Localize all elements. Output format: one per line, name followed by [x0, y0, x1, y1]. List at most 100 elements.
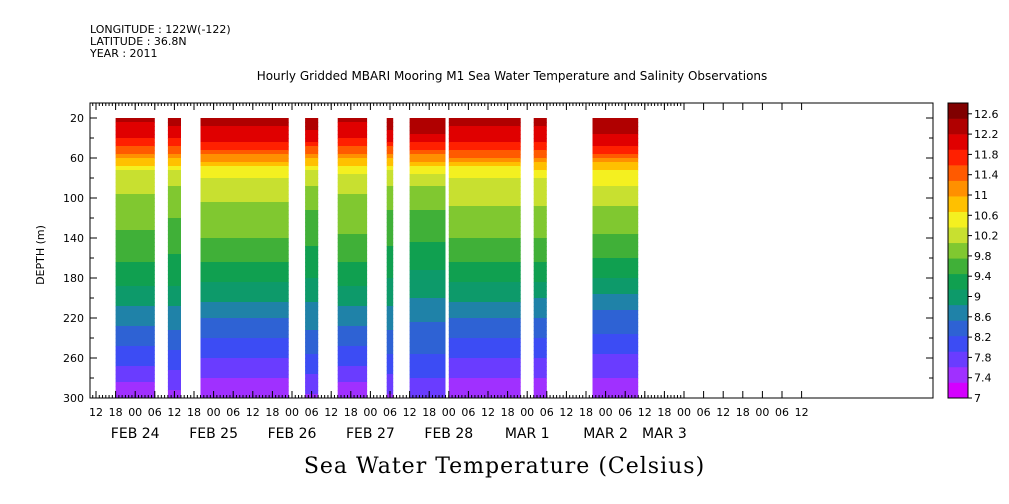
- x-tick-label: 06: [697, 406, 711, 419]
- colorbar-label: 11: [974, 189, 988, 202]
- colorbar-label: 7.4: [974, 372, 992, 385]
- colorbar-swatch: [948, 258, 968, 275]
- colorbar-swatch: [948, 304, 968, 321]
- data-segment: [409, 118, 446, 398]
- colorbar-label: 9.8: [974, 250, 992, 263]
- x-day-label: FEB 25: [189, 426, 238, 442]
- x-day-label: MAR 3: [642, 426, 687, 442]
- colorbar-label: 8.6: [974, 311, 992, 324]
- data-segment: [448, 118, 521, 398]
- colorbar-label: 8.2: [974, 331, 992, 344]
- x-tick-label: 00: [755, 406, 769, 419]
- colorbar-swatch: [948, 165, 968, 181]
- colorbar-label: 7.8: [974, 351, 992, 364]
- y-tick-label: 220: [63, 312, 84, 325]
- x-tick-label: 18: [422, 406, 436, 419]
- x-tick-label: 12: [559, 406, 573, 419]
- colorbar-label: 10.2: [974, 230, 999, 243]
- x-tick-label: 00: [363, 406, 377, 419]
- colorbar-label: 7: [974, 392, 981, 405]
- colorbar-label: 10.6: [974, 209, 999, 222]
- data-segment: [200, 118, 289, 398]
- colorbar-frame: [947, 102, 969, 399]
- x-tick-label: 18: [657, 406, 671, 419]
- data-segment: [533, 118, 547, 398]
- x-tick-label: 12: [795, 406, 809, 419]
- x-tick-label: 06: [461, 406, 475, 419]
- x-tick-label: 12: [324, 406, 338, 419]
- colorbar-swatch: [948, 211, 968, 228]
- colorbar-label: 11.4: [974, 169, 999, 182]
- x-tick-label: 00: [677, 406, 691, 419]
- colorbar-swatch: [948, 335, 968, 352]
- y-tick-label: 60: [70, 152, 84, 165]
- x-tick-label: 06: [226, 406, 240, 419]
- x-tick-label: 12: [403, 406, 417, 419]
- colorbar-label: 11.8: [974, 148, 999, 161]
- x-day-label: MAR 2: [583, 426, 628, 442]
- y-tick-label: 260: [63, 352, 84, 365]
- x-day-label: FEB 28: [424, 426, 473, 442]
- colorbar-swatch: [948, 382, 968, 399]
- colorbar-swatch: [948, 118, 968, 135]
- plot-frame: [89, 102, 934, 399]
- data-segment: [337, 118, 368, 398]
- y-tick-label: 100: [63, 192, 84, 205]
- x-tick-label: 18: [109, 406, 123, 419]
- colorbar-swatch: [948, 289, 968, 306]
- x-day-label: MAR 1: [505, 426, 550, 442]
- x-tick-label: 00: [207, 406, 221, 419]
- colorbar-swatch: [948, 320, 968, 337]
- colorbar-label: 9.4: [974, 270, 992, 283]
- latitude-label: LATITUDE : 36.8N: [90, 35, 187, 48]
- y-axis-label: DEPTH (m): [34, 225, 47, 285]
- x-tick-label: 00: [285, 406, 299, 419]
- metadata-block: LONGITUDE : 122W(-122) LATITUDE : 36.8N …: [90, 24, 231, 60]
- x-tick-label: 00: [442, 406, 456, 419]
- x-day-label: FEB 24: [111, 426, 160, 442]
- x-tick-label: 12: [246, 406, 260, 419]
- colorbar-label: 9: [974, 291, 981, 304]
- x-tick-label: 18: [501, 406, 515, 419]
- data-segment: [592, 118, 639, 398]
- x-tick-label: 12: [481, 406, 495, 419]
- x-tick-label: 12: [167, 406, 181, 419]
- colorbar-label: 12.6: [974, 108, 999, 121]
- y-tick-label: 140: [63, 232, 84, 245]
- colorbar-swatch: [948, 351, 968, 368]
- x-day-label: FEB 27: [346, 426, 395, 442]
- x-tick-label: 00: [128, 406, 142, 419]
- x-tick-label: 00: [520, 406, 534, 419]
- x-tick-label: 18: [187, 406, 201, 419]
- x-tick-label: 06: [383, 406, 397, 419]
- colorbar-swatch: [948, 366, 968, 383]
- data-segment: [305, 118, 319, 398]
- longitude-label: LONGITUDE : 122W(-122): [90, 23, 231, 36]
- x-tick-label: 18: [579, 406, 593, 419]
- colorbar-title: Sea Water Temperature (Celsius): [303, 454, 706, 479]
- colorbar-swatch: [948, 273, 968, 290]
- x-tick-label: 12: [89, 406, 103, 419]
- colorbar-swatch: [948, 103, 968, 119]
- x-tick-label: 06: [148, 406, 162, 419]
- x-tick-label: 12: [638, 406, 652, 419]
- y-tick-label: 300: [63, 392, 84, 405]
- x-tick-label: 06: [305, 406, 319, 419]
- x-tick-label: 18: [344, 406, 358, 419]
- colorbar-swatch: [948, 196, 968, 212]
- data-segment: [167, 118, 181, 398]
- data-segment: [115, 118, 155, 398]
- x-tick-label: 06: [775, 406, 789, 419]
- colorbar-swatch: [948, 180, 968, 197]
- x-tick-label: 06: [618, 406, 632, 419]
- x-tick-label: 18: [265, 406, 279, 419]
- colorbar-label: 12.2: [974, 128, 999, 141]
- colorbar-swatch: [948, 227, 968, 244]
- x-day-label: FEB 26: [268, 426, 317, 442]
- y-tick-label: 20: [70, 112, 84, 125]
- x-tick-label: 18: [736, 406, 750, 419]
- data-segment: [386, 118, 394, 398]
- x-tick-label: 12: [716, 406, 730, 419]
- x-tick-label: 06: [540, 406, 554, 419]
